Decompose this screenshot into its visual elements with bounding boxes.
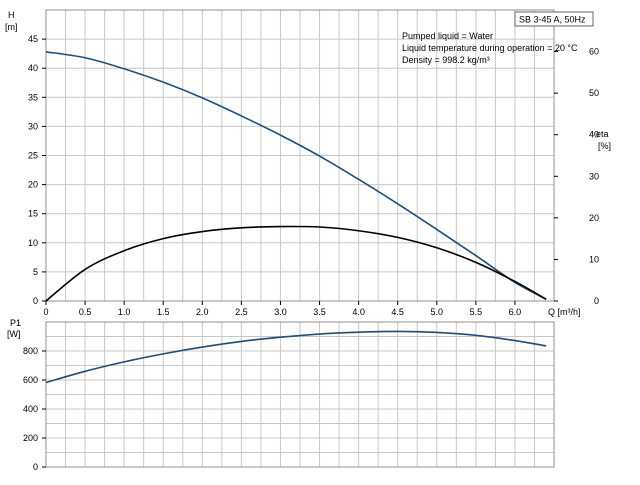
head-curve: [45, 51, 547, 300]
q-tick-label: 4.5: [391, 307, 404, 317]
h-tick-label: 30: [28, 121, 38, 131]
series-lines: [45, 51, 547, 384]
info-density: Density = 998.2 kg/m³: [402, 55, 490, 65]
model-label: SB 3-45 A, 50Hz: [519, 15, 586, 25]
eta-tick-label: 0: [594, 296, 599, 306]
eta-tick-label: 50: [589, 88, 599, 98]
q-tick-label: 6.0: [509, 307, 522, 317]
eta-axis-label: eta: [596, 129, 609, 139]
q-tick-label: 1.0: [118, 307, 131, 317]
q-tick-label: 3.5: [313, 307, 326, 317]
p1-axis-unit: [W]: [7, 329, 21, 339]
p1-tick-label: 200: [23, 433, 38, 443]
h-tick-label: 25: [28, 151, 38, 161]
eta-axis-unit: [%]: [598, 141, 611, 151]
h-tick-label: 15: [28, 209, 38, 219]
h-tick-label: 10: [28, 238, 38, 248]
p1-tick-label: 400: [23, 404, 38, 414]
p1-axis-label: P1: [10, 318, 21, 328]
q-tick-label: 2.0: [196, 307, 209, 317]
eta-tick-label: 40: [589, 130, 599, 140]
q-tick-label: 5.0: [431, 307, 444, 317]
p1-tick-label: 0: [33, 462, 38, 472]
q-tick-label: 1.5: [157, 307, 170, 317]
bottom-chart-frame: [45, 321, 555, 468]
eta-tick-label: 20: [589, 213, 599, 223]
model-label-box: [514, 11, 594, 27]
q-axis-label: Q [m³/h]: [548, 307, 581, 317]
p1-tick-label: 600: [23, 375, 38, 385]
h-axis-label: H: [8, 10, 15, 20]
q-tick-label: 4.0: [352, 307, 365, 317]
eta-tick-label: 60: [589, 47, 599, 57]
q-tick-label: 0: [43, 307, 48, 317]
h-tick-label: 0: [33, 296, 38, 306]
q-tick-label: 2.5: [235, 307, 248, 317]
q-tick-label: 0.5: [79, 307, 92, 317]
eta-tick-label: 30: [589, 171, 599, 181]
h-tick-label: 45: [28, 34, 38, 44]
q-tick-label: 5.5: [470, 307, 483, 317]
q-tick-label: 3.0: [274, 307, 287, 317]
info-liquid-temperature: Liquid temperature during operation = 20…: [402, 43, 578, 53]
h-axis-unit: [m]: [5, 22, 18, 32]
h-tick-label: 20: [28, 180, 38, 190]
h-tick-label: 40: [28, 63, 38, 73]
power-curve: [45, 330, 547, 384]
p1-tick-label: 800: [23, 346, 38, 356]
eta-tick-label: 10: [589, 254, 599, 264]
efficiency-curve: [45, 225, 547, 302]
h-tick-label: 5: [33, 267, 38, 277]
info-pumped-liquid: Pumped liquid = Water: [402, 31, 493, 41]
bottom-chart-grid: [46, 322, 554, 467]
h-tick-label: 35: [28, 92, 38, 102]
